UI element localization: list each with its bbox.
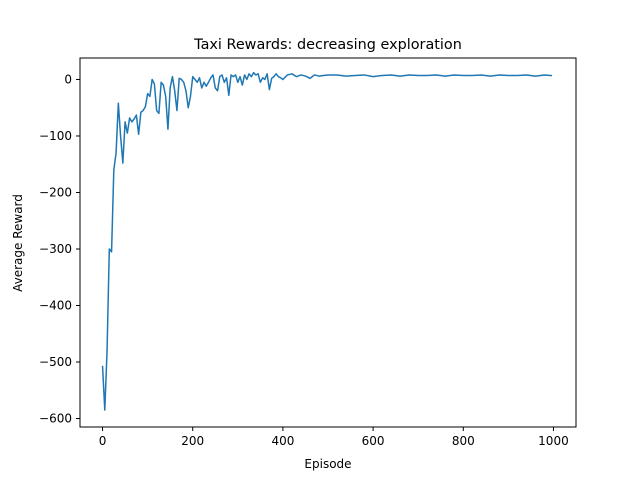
plot-frame [79, 57, 577, 428]
x-axis-label: Episode [304, 457, 351, 471]
y-tick-label: −100 [39, 129, 72, 143]
x-tick-label: 400 [271, 434, 294, 448]
chart-title: Taxi Rewards: decreasing exploration [193, 37, 462, 53]
x-tick-label: 800 [452, 434, 475, 448]
y-tick-label: −300 [39, 242, 72, 256]
plot-area [79, 57, 577, 428]
x-tick-label: 0 [99, 434, 107, 448]
series-layer [101, 71, 553, 411]
y-tick-label: −400 [39, 299, 72, 313]
y-axis-label: Average Reward [11, 194, 25, 292]
x-tick-label: 1000 [538, 434, 569, 448]
x-axis-ticks: 0 200 400 600 800 1000 [99, 427, 569, 448]
y-tick-label: 0 [64, 72, 72, 86]
y-axis-ticks: 0 −100 −200 −300 −400 −500 −600 [39, 72, 80, 426]
y-tick-label: −200 [39, 185, 72, 199]
series-line [101, 71, 553, 411]
x-tick-label: 200 [181, 434, 204, 448]
y-tick-label: −500 [39, 355, 72, 369]
y-tick-label: −600 [39, 412, 72, 426]
x-tick-label: 600 [362, 434, 385, 448]
